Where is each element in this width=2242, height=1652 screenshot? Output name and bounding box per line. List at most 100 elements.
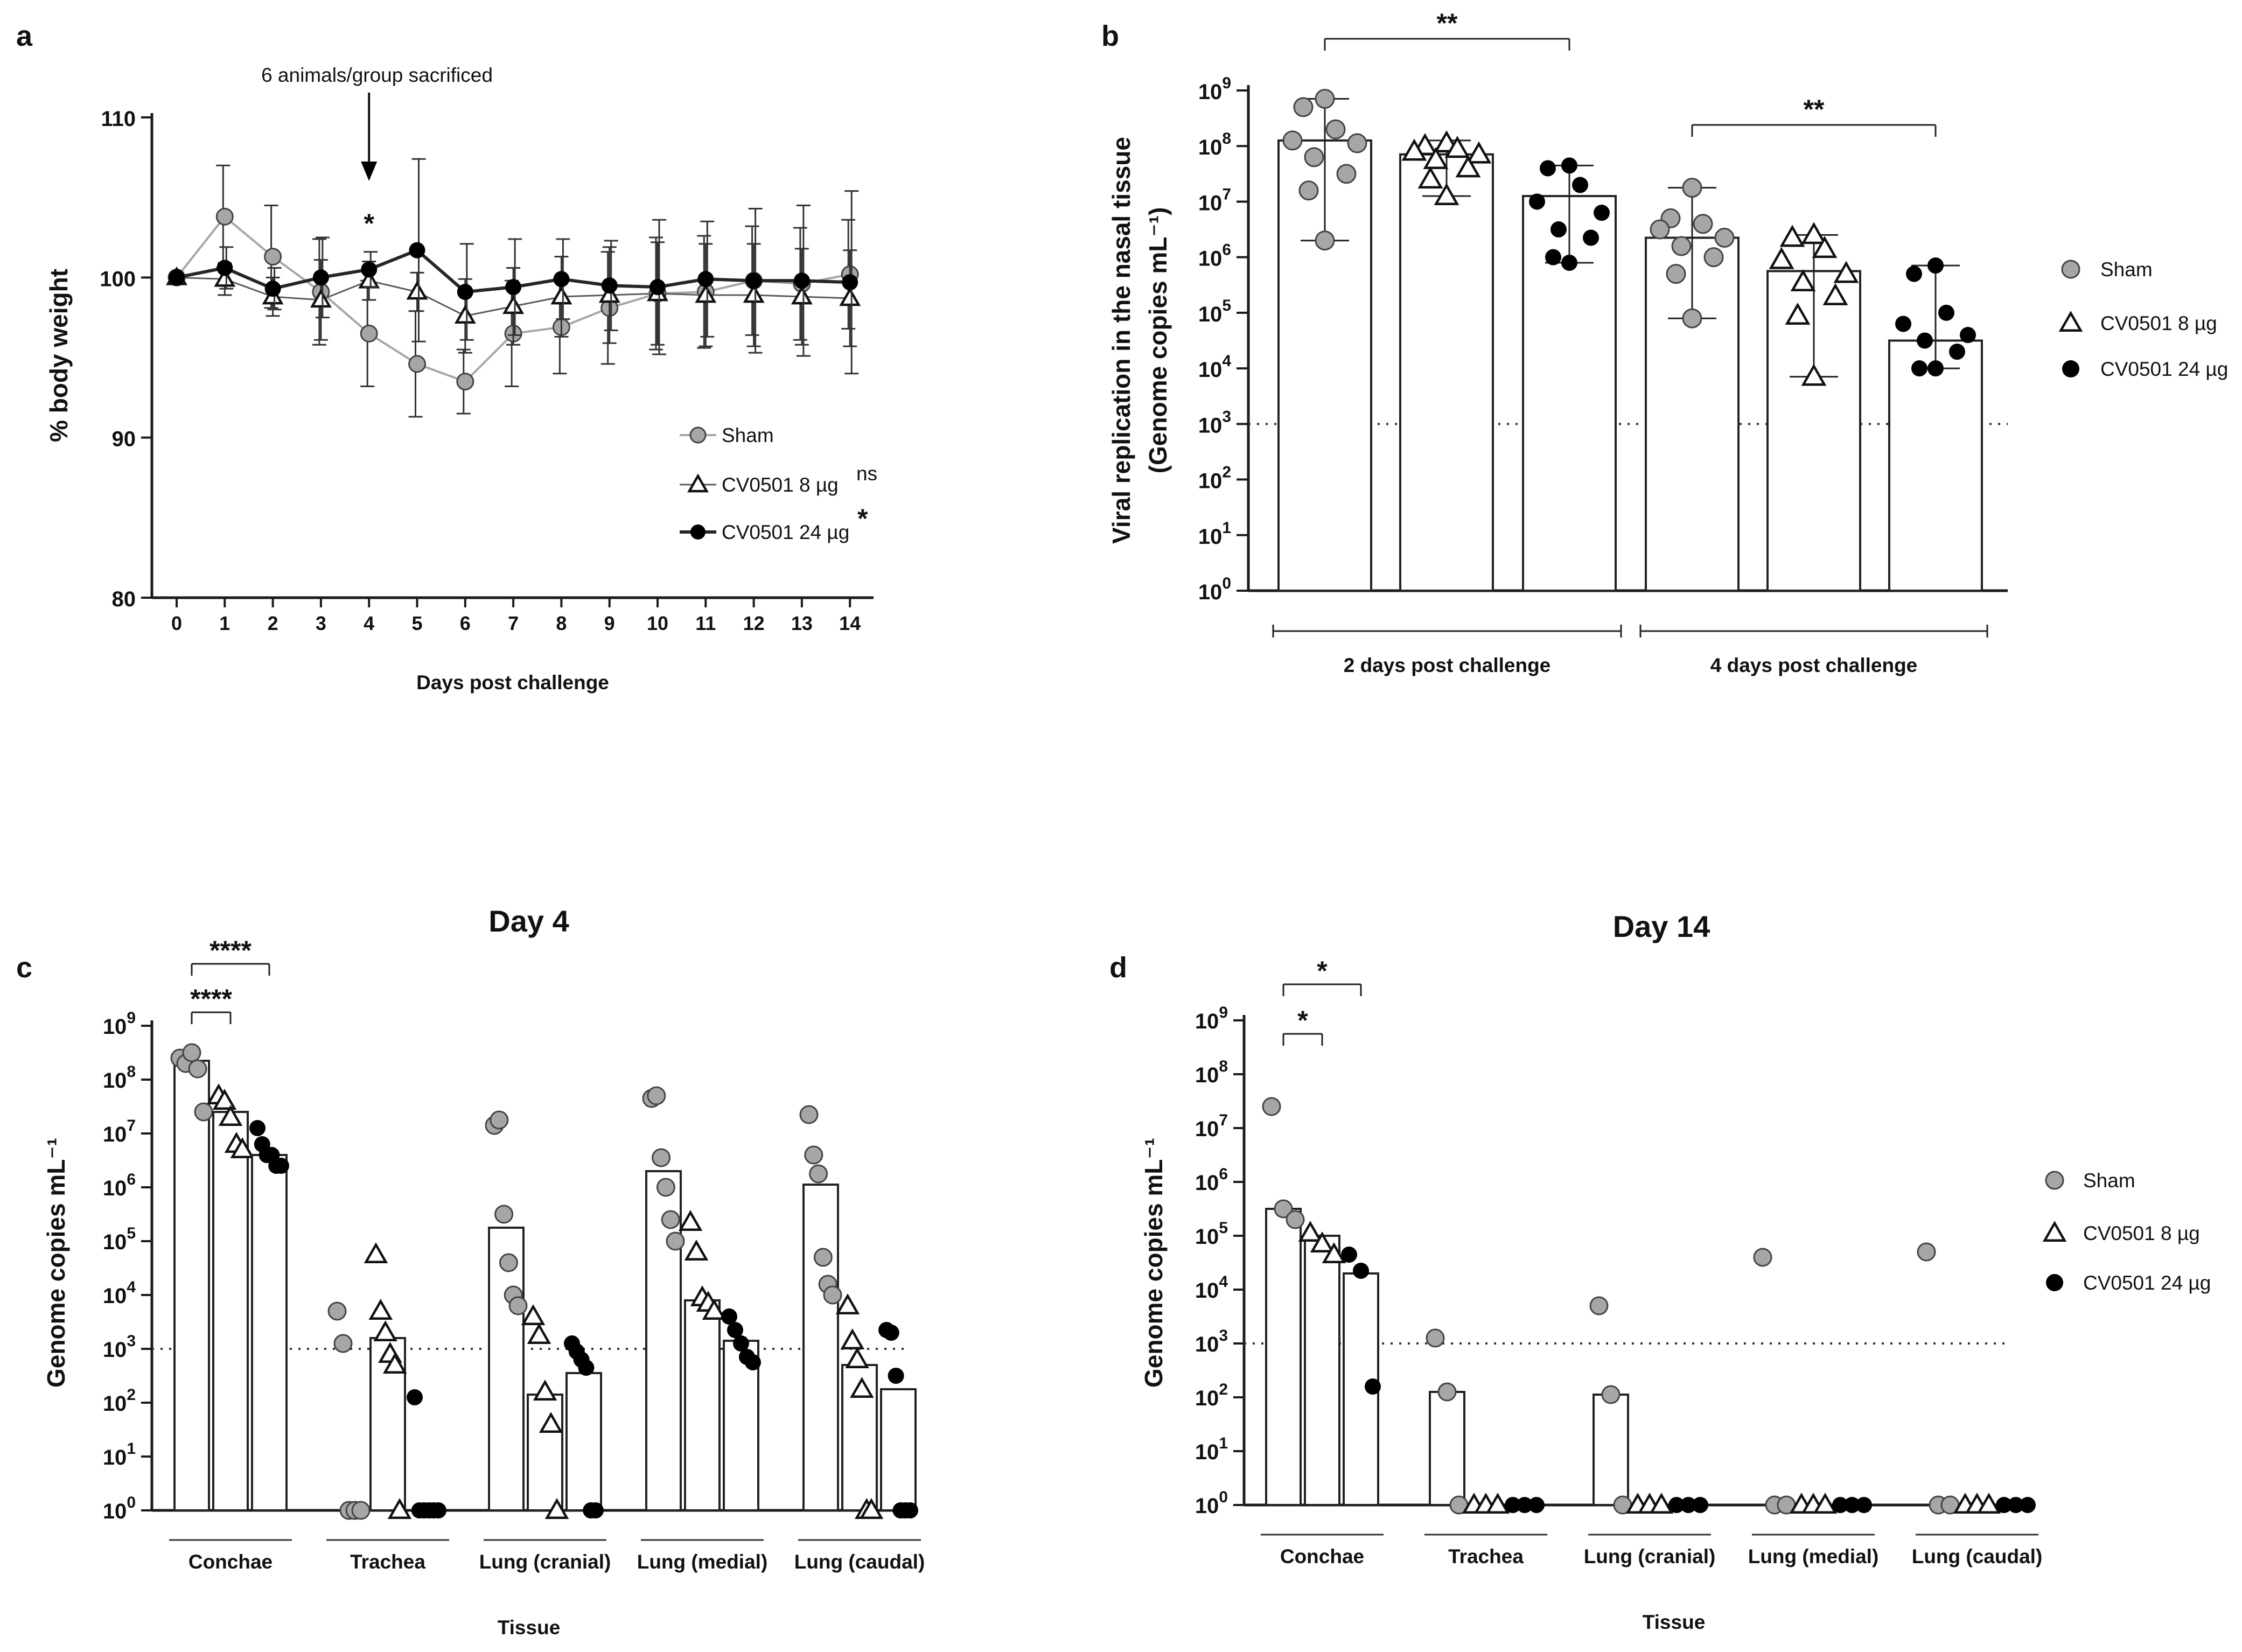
d-point-sham — [1274, 1199, 1293, 1219]
c-y-axis-label: Genome copies mL⁻¹ — [42, 1138, 70, 1388]
c-category-label: Lung (medial) — [637, 1551, 768, 1573]
c-point-cv0501-24ug — [578, 1360, 595, 1376]
d-point-cv0501-24ug — [1996, 1497, 2012, 1513]
d-point-cv0501-24ug — [1505, 1497, 1521, 1513]
a-point-cv0501-24ug — [793, 272, 810, 289]
d-category-label: Lung (caudal) — [1912, 1545, 2043, 1567]
c-sig-label: **** — [190, 984, 232, 1014]
b-point-cv0501-8ug — [1401, 138, 1427, 161]
a-point-cv0501-8ug — [310, 289, 332, 308]
d-point-cv0501-8ug — [1310, 1231, 1335, 1253]
c-point-cv0501-8ug — [859, 1498, 884, 1520]
a-annotation: 6 animals/group sacrificed — [261, 64, 493, 86]
d-ytick-label: 106 — [1195, 1165, 1228, 1195]
b-point-sham — [1293, 97, 1314, 117]
c-point-cv0501-8ug — [387, 1498, 412, 1520]
d-y-ticks: 100 101 102 103 104 105 106 107 108 109 — [1195, 1004, 1244, 1518]
d-ytick-label: 103 — [1195, 1327, 1228, 1356]
a-xtick-label: 14 — [839, 612, 861, 634]
c-point-cv0501-8ug — [218, 1105, 243, 1126]
a-point-cv0501-24ug — [264, 281, 281, 297]
b-group0-sham — [1277, 88, 1372, 592]
b-point-cv0501-24ug — [1917, 332, 1933, 349]
c-category-4: Lung (caudal) — [794, 1105, 925, 1573]
c-category-label: Trachea — [350, 1551, 425, 1573]
b-bar — [1399, 153, 1494, 592]
c-sig-label: **** — [209, 935, 252, 965]
b-point-cv0501-24ug — [1561, 254, 1577, 271]
a-point-cv0501-24ug — [649, 279, 666, 296]
c-point-sham — [490, 1110, 509, 1130]
a-point-cv0501-24ug — [409, 242, 425, 258]
a-point-cv0501-24ug — [697, 271, 714, 288]
c-point-cv0501-24ug — [727, 1322, 743, 1338]
ab-legend: Sham CV0501 8 µg CV0501 24 µg — [2058, 258, 2228, 380]
a-legend-marker-cv0501-8ug — [687, 473, 709, 493]
d-point-sham — [1601, 1385, 1621, 1404]
d-ytick-label: 100 — [1195, 1488, 1228, 1518]
c-bar-sham — [488, 1227, 525, 1511]
a-series-cv0501-8ug — [166, 241, 861, 354]
c-point-sham — [799, 1105, 819, 1124]
panel-label-b: b — [1101, 20, 1119, 52]
a-point-cv0501-8ug — [454, 305, 476, 324]
c-point-sham — [647, 1086, 666, 1105]
d-sig-label: * — [1297, 1005, 1308, 1035]
c-point-sham — [508, 1296, 528, 1315]
a-y-axis-label: % body weight — [45, 269, 73, 442]
b-ytick-label: 102 — [1198, 464, 1231, 493]
a-point-cv0501-24ug — [601, 277, 618, 294]
c-bar-sham — [802, 1184, 839, 1511]
c-point-sham — [327, 1301, 347, 1321]
b-point-cv0501-8ug — [1812, 236, 1838, 258]
b-legend-marker-cv0501-24ug — [2062, 360, 2079, 377]
d-legend-label-cv0501-8ug: CV0501 8 µg — [2083, 1222, 2200, 1244]
d-point-cv0501-24ug — [1668, 1497, 1685, 1513]
a-xtick-label: 13 — [791, 612, 813, 634]
b-point-cv0501-8ug — [1423, 146, 1449, 169]
c-point-cv0501-24ug — [745, 1354, 761, 1370]
c-point-sham — [194, 1102, 213, 1122]
a-point-cv0501-8ug — [598, 284, 620, 303]
c-chart-title: Day 4 — [488, 904, 569, 938]
d-category-label: Trachea — [1448, 1545, 1524, 1567]
d-bar-sham — [1593, 1394, 1629, 1506]
b-point-cv0501-24ug — [1911, 360, 1927, 377]
a-legend: Sham CV0501 8 µg ns CV0501 24 µg * — [680, 424, 877, 543]
a-xtick-label: 3 — [316, 612, 326, 634]
a-xtick-label: 1 — [219, 612, 230, 634]
b-point-cv0501-24ug — [1583, 229, 1599, 246]
d-x-axis-label: Tissue — [1643, 1611, 1706, 1633]
c-point-cv0501-8ug — [527, 1323, 551, 1345]
c-point-sham — [333, 1334, 353, 1353]
b-point-sham — [1714, 228, 1735, 248]
c-ytick-label: 100 — [103, 1494, 136, 1523]
a-point-sham — [215, 207, 234, 226]
c-ytick-label: 103 — [103, 1332, 136, 1362]
c-ytick-label: 104 — [103, 1278, 136, 1308]
a-point-cv0501-8ug — [406, 281, 428, 300]
b-point-sham — [1682, 178, 1702, 198]
c-point-sham — [823, 1285, 842, 1305]
b-point-sham — [1282, 130, 1303, 151]
a-xtick-label: 5 — [411, 612, 422, 634]
c-point-sham — [652, 1148, 671, 1167]
d-point-cv0501-24ug — [1528, 1497, 1545, 1513]
d-point-cv0501-24ug — [1365, 1378, 1381, 1395]
c-point-sham — [499, 1253, 518, 1272]
b-point-cv0501-24ug — [1540, 160, 1556, 177]
c-category-label: Lung (caudal) — [794, 1551, 925, 1573]
d-point-cv0501-8ug — [1813, 1493, 1838, 1514]
b-point-cv0501-8ug — [1801, 363, 1827, 386]
c-point-sham — [666, 1231, 685, 1251]
a-ytick-label: 110 — [101, 107, 136, 131]
b-point-cv0501-8ug — [1417, 166, 1443, 189]
a-point-cv0501-24ug — [169, 269, 185, 286]
b-point-cv0501-8ug — [1769, 247, 1794, 269]
c-category-2: Lung (cranial) — [479, 1110, 611, 1573]
c-point-cv0501-8ug — [684, 1240, 709, 1261]
b-point-cv0501-24ug — [1927, 360, 1944, 377]
b-point-cv0501-24ug — [1572, 177, 1588, 193]
d-ytick-label: 101 — [1195, 1434, 1228, 1464]
